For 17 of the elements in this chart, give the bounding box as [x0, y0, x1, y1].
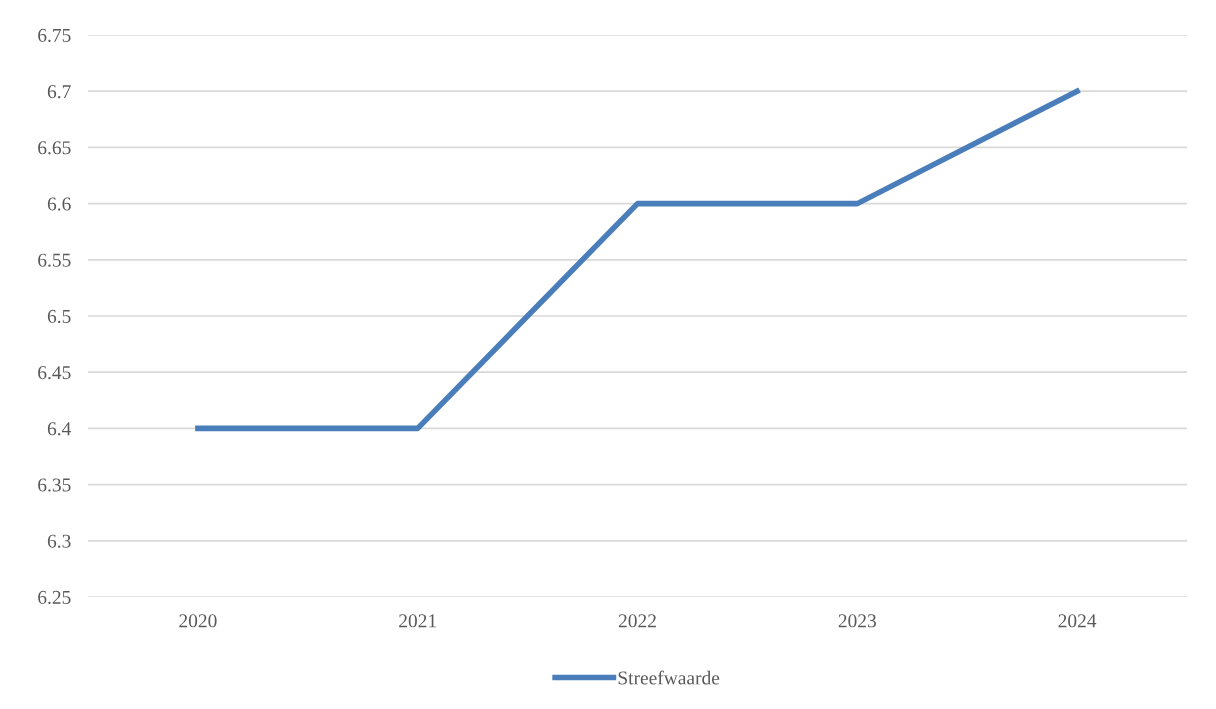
y-tick-label: 6.6 [47, 197, 71, 211]
y-tick-label: 6.4 [47, 422, 72, 436]
legend-label: Streefwaarde [618, 670, 720, 685]
x-tick-label: 2021 [399, 614, 436, 628]
x-tick-label: 2024 [1058, 614, 1097, 628]
y-tick-label: 6.5 [47, 309, 71, 324]
y-tick-label: 6.75 [38, 28, 71, 43]
y-tick-label: 6.65 [38, 141, 71, 155]
y-tick-label: 6.25 [38, 590, 71, 605]
y-tick-label: 6.35 [38, 478, 71, 492]
x-tick-label: 2023 [838, 614, 876, 628]
y-tick-label: 6.3 [47, 534, 71, 548]
y-tick-label: 6.7 [47, 85, 71, 99]
x-tick-label: 2020 [179, 614, 217, 628]
y-tick-label: 6.55 [38, 253, 71, 267]
y-tick-label: 6.45 [38, 366, 71, 380]
x-tick-label: 2022 [618, 614, 656, 628]
